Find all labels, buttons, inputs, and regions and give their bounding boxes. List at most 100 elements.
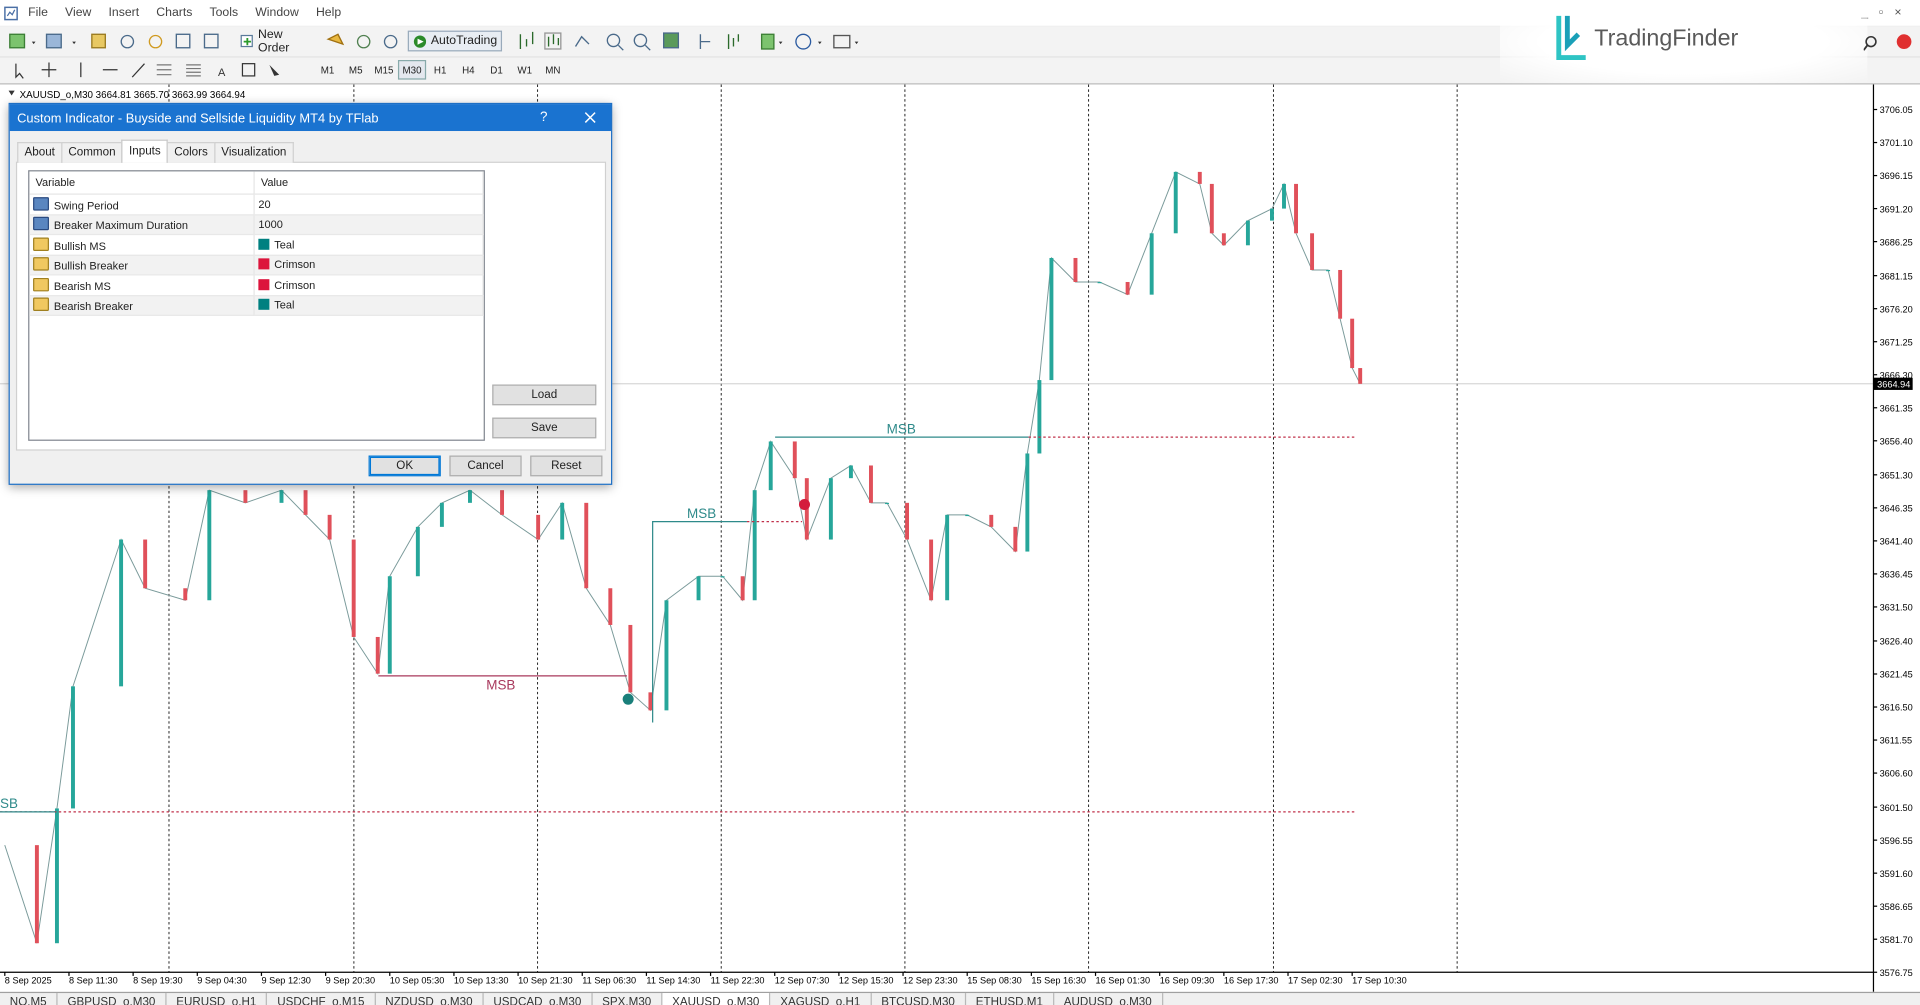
dialog-tab[interactable]: Colors xyxy=(166,142,216,163)
candle-body xyxy=(828,478,833,540)
chart-tab[interactable]: GBPUSD_o,M30 xyxy=(58,993,167,1005)
y-tick-label: 3611.55 xyxy=(1880,736,1912,746)
candle-body xyxy=(1197,171,1202,184)
timeframe-button[interactable]: H4 xyxy=(462,64,475,76)
load-button[interactable]: Load xyxy=(492,384,597,406)
x-tick-label: 16 Sep 01:30 xyxy=(1096,975,1151,985)
close-button[interactable] xyxy=(583,110,598,125)
color-swatch xyxy=(258,299,270,311)
dialog-tab[interactable]: Visualization xyxy=(213,142,294,163)
timeframe-button[interactable]: MN xyxy=(545,64,561,76)
menu-item[interactable]: Charts xyxy=(156,6,193,20)
y-tick-label: 3641.40 xyxy=(1880,537,1913,547)
menu-item[interactable]: Window xyxy=(255,6,299,20)
timeframe-button[interactable]: M5 xyxy=(348,64,363,76)
input-row[interactable]: Bullish MS Teal xyxy=(29,234,484,256)
dialog-tab[interactable]: Inputs xyxy=(121,139,169,163)
dialog-tab[interactable]: Common xyxy=(61,142,123,163)
y-tick-label: 3666.30 xyxy=(1880,370,1913,380)
app-icon xyxy=(4,6,18,21)
chart-tab[interactable]: SPX,M30 xyxy=(592,993,663,1005)
y-tick-label: 3626.40 xyxy=(1880,637,1913,647)
chart-tab[interactable]: USDCHF_o,M15 xyxy=(267,993,376,1005)
save-button[interactable]: Save xyxy=(492,417,597,439)
chart-tab[interactable]: NO,M5 xyxy=(0,993,58,1005)
x-tick-label: 11 Sep 14:30 xyxy=(646,975,700,985)
window-controls[interactable]: _▫× xyxy=(1861,6,1913,20)
y-tick-label: 3636.45 xyxy=(1880,570,1913,580)
reset-button[interactable]: Reset xyxy=(530,455,603,477)
timeframe-button[interactable]: M30 xyxy=(397,60,427,80)
input-row[interactable]: Bearish MS Crimson xyxy=(29,274,484,296)
chart-tab[interactable]: USDCAD_o,M30 xyxy=(484,993,593,1005)
input-row[interactable]: Bearish Breaker Teal xyxy=(29,295,484,316)
value-text: 20 xyxy=(258,198,271,211)
variable-name: Swing Period xyxy=(53,199,119,212)
x-tick-label: 17 Sep 02:30 xyxy=(1288,975,1343,985)
chart-tab[interactable]: BTCUSD,M30 xyxy=(871,993,966,1005)
candle-body xyxy=(243,490,248,503)
menu-item[interactable]: Tools xyxy=(209,6,239,20)
timeframe-button[interactable]: W1 xyxy=(517,64,533,76)
dialog-tab[interactable]: About xyxy=(17,142,63,163)
y-tick-label: 3681.15 xyxy=(1880,271,1913,281)
dialog-title-bar: Custom Indicator - Buyside and Sellside … xyxy=(9,104,612,132)
toolbar-icons xyxy=(9,31,859,51)
new-order-icon xyxy=(240,34,253,48)
chart-tab[interactable]: NZDUSD_o,M30 xyxy=(375,993,484,1005)
candle-body xyxy=(500,490,505,515)
candle-body xyxy=(720,576,725,578)
color-swatch xyxy=(258,258,270,270)
chart-tab[interactable]: ETHUSD,M1 xyxy=(966,993,1054,1005)
candle-body xyxy=(965,514,970,517)
help-button[interactable]: ? xyxy=(540,110,548,125)
value-cell: 20 xyxy=(254,194,484,215)
x-tick-label: 10 Sep 21:30 xyxy=(518,975,573,985)
variable-cell: Bullish MS xyxy=(29,234,255,256)
timeframe-button[interactable]: M15 xyxy=(374,64,394,76)
new-order-button[interactable]: New Order xyxy=(236,27,319,55)
input-row[interactable]: Swing Period 20 xyxy=(29,194,484,215)
candle-body xyxy=(1358,368,1363,384)
candle-body xyxy=(1149,233,1154,295)
column-header: Value xyxy=(254,171,484,195)
candle-body xyxy=(351,539,356,637)
candle-body xyxy=(1221,233,1226,246)
chart-tab[interactable]: XAGUSD_o,H1 xyxy=(770,993,872,1005)
type-icon xyxy=(33,277,49,292)
menu-item[interactable]: File xyxy=(28,6,48,20)
chart-tab[interactable]: XAUUSD_o,M30 xyxy=(662,993,771,1005)
candle-body xyxy=(183,588,188,601)
cancel-button[interactable]: Cancel xyxy=(449,455,522,477)
msb-label: SB xyxy=(0,796,18,811)
timeframe-button[interactable]: M1 xyxy=(320,64,335,76)
input-row[interactable]: Bullish Breaker Crimson xyxy=(29,254,484,276)
y-tick-label: 3586.65 xyxy=(1880,902,1913,912)
input-row[interactable]: Breaker Maximum Duration 1000 xyxy=(29,214,484,236)
candle-body xyxy=(1125,281,1130,295)
x-tick-label: 8 Sep 11:30 xyxy=(69,975,118,985)
timeframe-button[interactable]: H1 xyxy=(433,64,447,76)
candle-body xyxy=(439,502,444,527)
ok-button[interactable]: OK xyxy=(368,455,441,477)
menu-item[interactable]: Insert xyxy=(108,6,140,20)
chart-tab[interactable]: AUDUSD_o,M30 xyxy=(1054,993,1163,1005)
y-tick-label: 3651.30 xyxy=(1880,470,1913,480)
new-order-label: New Order xyxy=(258,27,290,55)
y-tick-label: 3606.60 xyxy=(1880,769,1913,779)
menu-item[interactable]: Help xyxy=(315,6,342,20)
candle-body xyxy=(387,576,392,674)
menu-item[interactable]: View xyxy=(65,6,92,20)
candle-body xyxy=(71,686,75,809)
variable-cell: Bearish Breaker xyxy=(29,295,255,316)
x-tick-label: 11 Sep 06:30 xyxy=(582,975,636,985)
variable-name: Bullish Breaker xyxy=(53,259,128,273)
auto-trading-button[interactable]: AutoTrading xyxy=(407,30,503,52)
chart-tab[interactable]: EURUSD_o,H1 xyxy=(166,993,268,1005)
candle-body xyxy=(740,576,745,601)
candle-body xyxy=(768,441,773,491)
candle-body xyxy=(869,465,873,503)
timeframe-button[interactable]: D1 xyxy=(490,64,503,76)
candle-body xyxy=(584,502,589,589)
